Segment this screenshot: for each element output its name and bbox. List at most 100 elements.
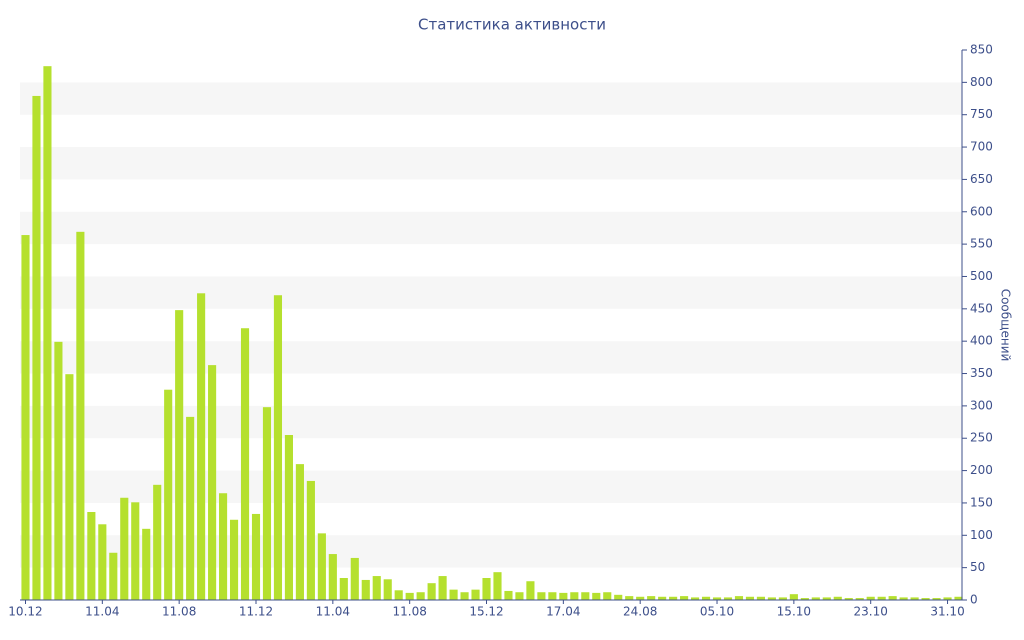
bar [701,596,711,600]
bar [669,596,678,600]
bar [745,596,755,600]
y-axis-label: Сообщений [999,289,1013,362]
x-tick-label: 10.12 [8,605,42,619]
bar [647,596,656,600]
bar [251,513,261,600]
bar [734,596,744,600]
bar [109,552,118,600]
bar [76,231,85,600]
y-tick-label: 400 [970,334,993,348]
y-tick-label: 300 [970,398,993,412]
x-tick-label: 05.10 [700,605,734,619]
bar [65,374,74,600]
y-tick-label: 50 [970,560,985,574]
chart-title: Статистика активности [418,16,606,34]
bar [416,592,425,600]
bar [219,493,228,600]
x-tick-label: 15.12 [469,605,503,619]
bar [317,533,326,600]
bar [515,592,524,600]
grid-band [20,276,962,309]
bar [504,590,513,600]
bar [449,589,458,600]
bar [811,597,820,600]
bar [844,598,853,600]
bar [262,407,272,600]
x-tick-label: 11.08 [392,605,426,619]
bar [32,95,41,601]
bar [636,596,645,600]
bar [383,579,392,600]
bar [339,578,348,600]
y-tick-label: 600 [970,204,993,218]
bar [131,502,140,600]
bar [98,524,107,600]
bar [240,328,250,600]
y-tick-label: 850 [970,43,993,57]
bar [153,484,162,600]
bar [921,598,930,600]
bar [120,497,129,600]
y-tick-label: 700 [970,140,993,154]
grid-band [20,341,962,374]
bar [208,365,217,600]
bar [822,597,831,600]
x-tick-label: 11.08 [162,605,196,619]
bar [493,572,502,600]
bar [175,310,184,600]
x-tick-label: 11.04 [85,605,119,619]
bar [800,598,809,600]
bar [932,598,941,600]
bar [537,592,546,600]
y-tick-label: 450 [970,301,993,315]
y-tick-label: 0 [970,593,978,607]
bar [372,576,381,600]
bar [559,592,568,600]
grid-band [20,147,962,180]
bar [833,596,842,600]
bar [592,592,601,600]
y-tick-label: 550 [970,237,993,251]
y-tick-label: 200 [970,463,993,477]
bar [229,519,239,600]
x-tick-label: 15.10 [777,605,811,619]
y-tick-label: 250 [970,431,993,445]
grid-band [20,470,962,503]
x-tick-label: 11.12 [239,605,273,619]
grid-band [20,535,962,568]
bar [482,578,491,600]
bar [899,597,908,600]
bar [570,592,579,600]
y-tick-label: 800 [970,75,993,89]
bar [548,592,557,600]
bar [866,596,875,600]
bar [526,581,535,600]
bar [471,589,480,600]
bar [438,576,447,600]
bar [712,597,722,600]
bar [186,416,195,600]
bar [87,512,96,600]
bar [361,579,370,600]
bar [603,592,612,600]
x-tick-label: 17.04 [546,605,580,619]
bar [295,464,304,600]
bar [723,597,733,600]
bar [910,597,919,600]
bar [328,554,337,600]
bar [142,528,151,600]
y-tick-label: 150 [970,495,993,509]
bar [197,293,206,600]
bar [855,598,864,600]
bar [778,597,787,600]
bar [284,435,293,600]
bar [680,596,689,600]
x-tick-label: 11.04 [316,605,350,619]
bar [789,594,798,600]
bar [658,596,667,600]
bar [691,597,700,600]
bar [350,557,359,600]
y-tick-label: 500 [970,269,993,283]
bar [54,341,63,600]
bar [767,597,776,600]
